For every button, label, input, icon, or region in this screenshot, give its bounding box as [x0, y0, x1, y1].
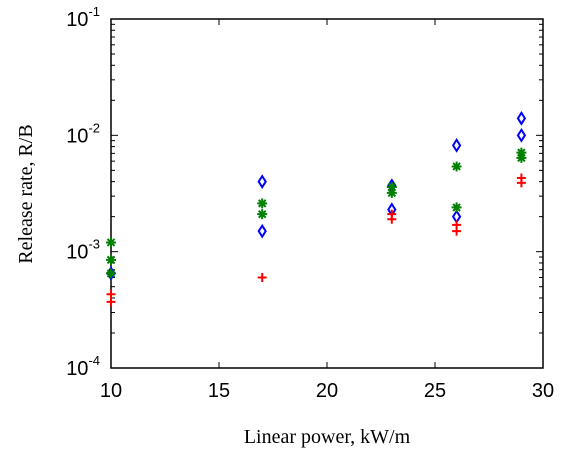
diamond-point: [257, 174, 267, 189]
star-point: [106, 268, 116, 279]
x-tick-label: 25: [424, 380, 446, 402]
plot-area: [110, 18, 544, 369]
y-tick-label: 10-4: [66, 353, 100, 380]
star-point: [257, 209, 268, 220]
y-tick-exponent: -4: [88, 353, 100, 368]
star-point: [386, 181, 397, 192]
x-tick-label: 10: [100, 380, 122, 402]
diamond-point: [451, 137, 462, 153]
y-tick-exponent: -3: [88, 237, 100, 252]
y-tick-exponent: -2: [88, 120, 100, 135]
plus-point: [516, 178, 526, 188]
plus-point: [452, 226, 462, 236]
star-point: [386, 187, 397, 198]
star-point: [106, 254, 116, 265]
star-point: [451, 202, 462, 213]
plus-point: [106, 297, 116, 307]
x-tick-labels: 10 15 20 25 30: [100, 380, 554, 402]
star-point: [516, 147, 527, 158]
x-tick-label: 20: [316, 380, 338, 402]
plus-point: [257, 272, 267, 282]
y-tick-base: 10: [66, 9, 88, 31]
y-tick-label: 10-1: [66, 4, 100, 31]
axis-ticks: [110, 18, 544, 369]
diamond-point: [516, 110, 527, 126]
star-point: [516, 152, 527, 163]
y-axis-label: Release rate, R/B: [15, 124, 37, 263]
y-tick-base: 10: [66, 358, 88, 380]
diamond-point: [516, 127, 527, 143]
plus-point: [387, 214, 397, 224]
data-points: [106, 110, 527, 307]
x-tick-label: 30: [532, 380, 554, 402]
diamond-point: [257, 223, 267, 239]
y-tick-exponent: -1: [88, 4, 100, 19]
x-tick-label: 15: [208, 380, 230, 402]
y-tick-base: 10: [66, 242, 88, 264]
star-point: [451, 161, 462, 172]
star-point: [106, 237, 116, 248]
star-point: [257, 198, 268, 209]
plus-point: [106, 289, 116, 299]
x-axis-label: Linear power, kW/m: [244, 426, 411, 448]
y-tick-labels: 10-410-310-210-1: [66, 4, 100, 380]
y-tick-base: 10: [66, 125, 88, 147]
y-tick-label: 10-2: [66, 120, 100, 147]
y-tick-label: 10-3: [66, 237, 100, 264]
